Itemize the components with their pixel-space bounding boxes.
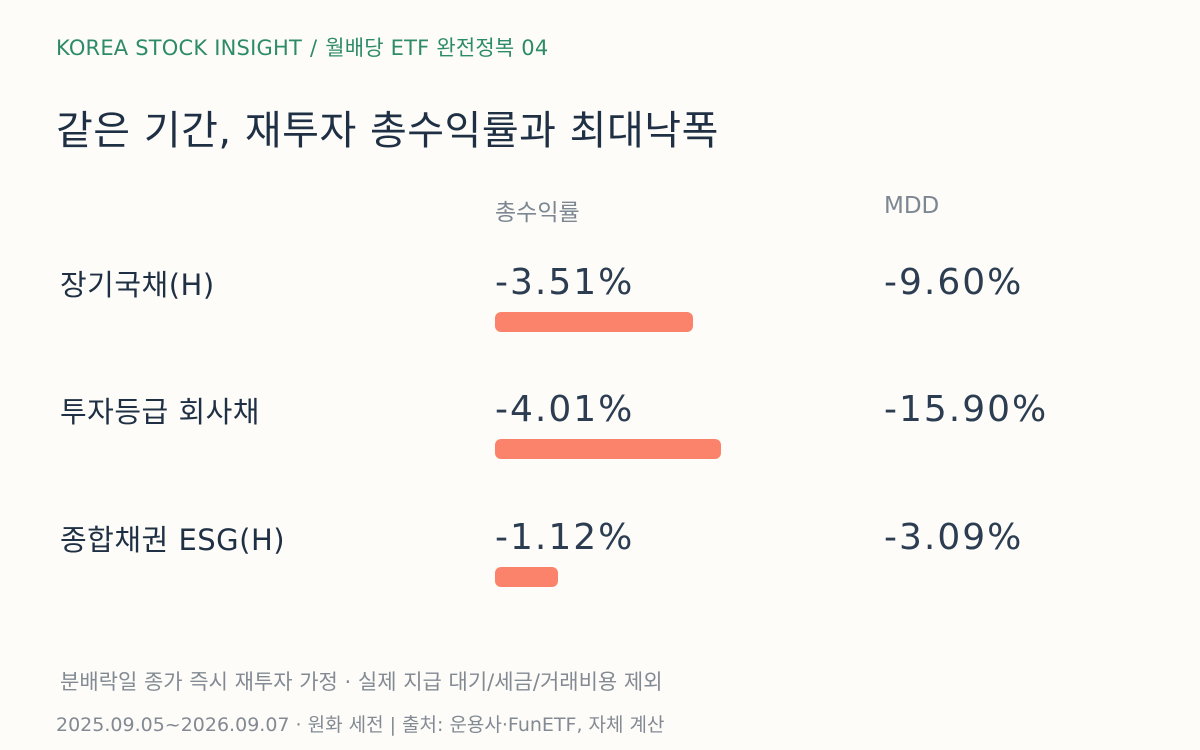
- mdd-value: -3.09%: [884, 517, 1024, 558]
- page-title: 같은 기간, 재투자 총수익률과 최대낙폭: [56, 108, 719, 154]
- mdd-value: -15.90%: [884, 389, 1049, 430]
- column-header-mdd: MDD: [884, 193, 940, 219]
- row-name: 종합채권 ESG(H): [60, 523, 286, 557]
- kicker: KOREA STOCK INSIGHT / 월배당 ETF 완전정복 04: [56, 32, 548, 62]
- total-return-value: -4.01%: [495, 389, 635, 430]
- total-return-bar: [495, 567, 558, 587]
- kicker-series: 월배당 ETF 완전정복 04: [325, 36, 549, 60]
- table-row: 장기국채(H) -3.51% -9.60%: [0, 262, 1200, 372]
- total-return-bar: [495, 439, 721, 459]
- total-return-bar: [495, 312, 693, 332]
- column-header-total-return: 총수익률: [495, 200, 580, 226]
- table-row: 투자등급 회사채 -4.01% -15.90%: [0, 389, 1200, 499]
- row-name: 장기국채(H): [60, 268, 215, 302]
- table-row: 종합채권 ESG(H) -1.12% -3.09%: [0, 517, 1200, 627]
- mdd-value: -9.60%: [884, 262, 1024, 303]
- footnote: 분배락일 종가 즉시 재투자 가정 · 실제 지급 대기/세금/거래비용 제외: [60, 670, 663, 694]
- kicker-brand: KOREA STOCK INSIGHT: [56, 36, 302, 60]
- row-name: 투자등급 회사채: [60, 395, 260, 429]
- total-return-value: -1.12%: [495, 517, 635, 558]
- source-line: 2025.09.05~2026.09.07 · 원화 세전 | 출처: 운용사·…: [56, 714, 665, 736]
- kicker-separator: /: [309, 36, 318, 60]
- total-return-value: -3.51%: [495, 262, 635, 303]
